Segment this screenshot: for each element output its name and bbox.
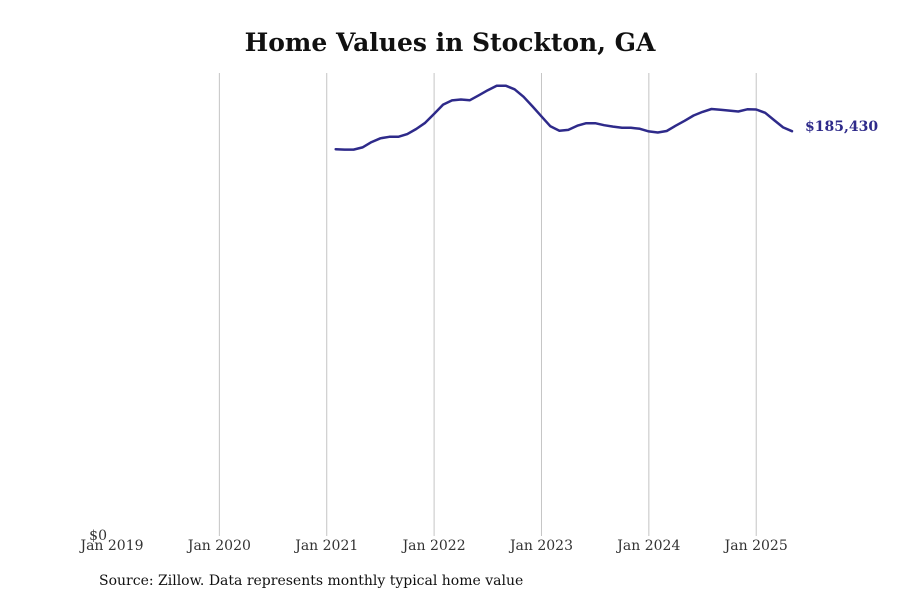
series-line	[334, 84, 794, 151]
x-tick-label: Jan 2022	[401, 538, 466, 554]
annotations: $185,430	[805, 119, 878, 135]
series-layer	[334, 84, 794, 151]
x-tick-label: Jan 2019	[78, 538, 143, 554]
x-tick-label: Jan 2023	[508, 538, 573, 554]
y-axis: $0	[89, 528, 107, 544]
x-tick-label: Jan 2021	[293, 538, 358, 554]
end-value-label: $185,430	[805, 119, 878, 135]
x-axis: Jan 2019 Jan 2020 Jan 2021 Jan 2022 Jan 2023…	[78, 538, 787, 554]
gridlines	[218, 73, 757, 536]
chart-title: Home Values in Stockton, GA	[244, 28, 656, 57]
x-tick-label: Jan 2020	[186, 538, 251, 554]
y-tick-label: $0	[89, 528, 107, 544]
x-tick-label: Jan 2024	[615, 538, 680, 554]
source-note: Source: Zillow. Data represents monthly …	[99, 573, 524, 589]
x-tick-label: Jan 2025	[723, 538, 788, 554]
